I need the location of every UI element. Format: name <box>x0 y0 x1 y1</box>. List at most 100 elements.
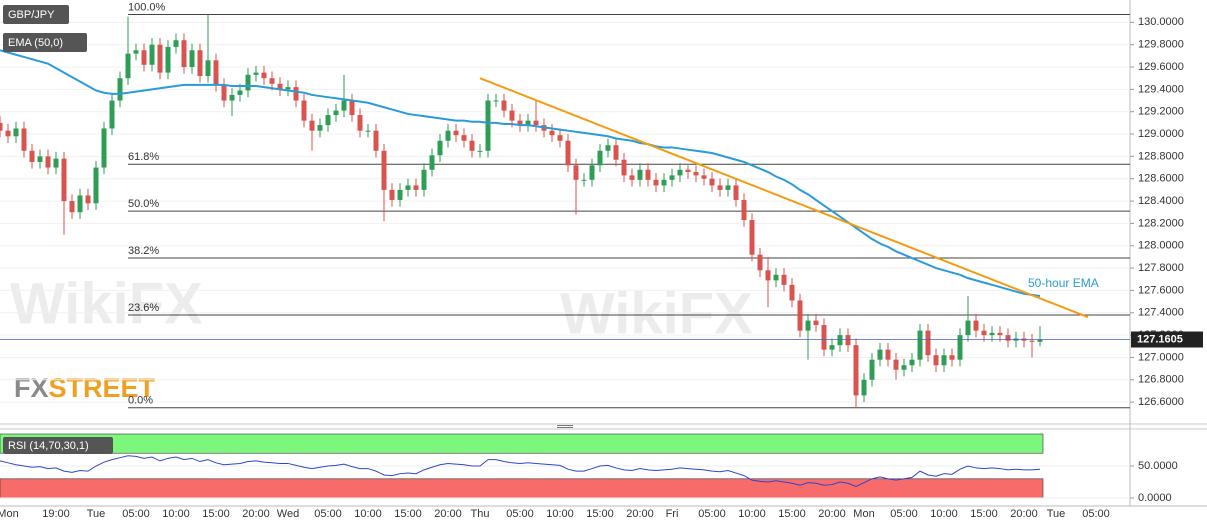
x-tick-label: 20:00 <box>626 508 654 520</box>
x-tick-label: 15:00 <box>586 508 614 520</box>
candle-body <box>957 335 963 360</box>
candle-body <box>525 120 531 126</box>
rsi-line <box>0 455 1041 488</box>
candle-body <box>133 50 139 54</box>
x-tick-label: 15:00 <box>202 508 230 520</box>
candle-body <box>141 50 147 65</box>
candle-body <box>997 332 1003 336</box>
candle-body <box>405 185 411 190</box>
candle-body <box>29 150 35 162</box>
candle-body <box>501 100 507 111</box>
y-tick-label: 128.4000 <box>1138 195 1184 207</box>
candle-body <box>13 128 19 137</box>
fib-label: 100.0% <box>128 1 166 13</box>
logo-part: STREET <box>49 373 156 403</box>
candle-body <box>69 201 75 213</box>
candle-body <box>461 135 467 141</box>
candle-body <box>757 254 763 271</box>
candle-body <box>581 179 587 181</box>
candle-body <box>261 72 267 79</box>
candle-body <box>109 100 115 129</box>
candle-body <box>789 284 795 301</box>
candle-body <box>613 145 619 160</box>
x-tick-label: 19:00 <box>42 508 70 520</box>
candle-body <box>805 320 811 331</box>
candle-body <box>45 156 51 168</box>
candle-body <box>829 345 835 350</box>
legend-box <box>3 5 69 24</box>
y-tick-label: 127.0000 <box>1138 351 1184 363</box>
candle-body <box>317 125 323 131</box>
candle-body <box>309 120 315 131</box>
candle-body <box>93 167 99 204</box>
y-tick-label: 129.0000 <box>1138 128 1184 140</box>
candle-body <box>493 100 499 102</box>
y-tick-label: 130.0000 <box>1138 16 1184 28</box>
candle-body <box>989 332 995 336</box>
watermark: WikiFX <box>560 281 753 346</box>
y-tick-label: 128.6000 <box>1138 173 1184 185</box>
x-tick-label: 05:00 <box>1082 508 1110 520</box>
candle-body <box>669 175 675 180</box>
candle-body <box>909 359 915 366</box>
candle-body <box>901 365 907 370</box>
candle-body <box>853 345 859 396</box>
candle-body <box>373 130 379 151</box>
candle-body <box>949 355 955 360</box>
rsi-y-tick-label: 50.0000 <box>1138 460 1178 472</box>
candle-body <box>221 84 227 101</box>
candle-body <box>861 379 867 396</box>
x-tick-label: 15:00 <box>394 508 422 520</box>
candle-body <box>973 320 979 331</box>
rsi-band <box>0 478 1044 499</box>
y-tick-label: 129.8000 <box>1138 39 1184 51</box>
candle-body <box>85 195 91 204</box>
candle-body <box>389 189 395 200</box>
candle-body <box>485 100 491 151</box>
candle-body <box>637 169 643 180</box>
x-tick-label: 20:00 <box>242 508 270 520</box>
y-tick-label: 128.2000 <box>1138 217 1184 229</box>
candle-body <box>605 145 611 151</box>
candle-body <box>421 169 427 190</box>
candle-body <box>1005 335 1011 341</box>
candle-body <box>589 165 595 180</box>
y-tick-label: 129.6000 <box>1138 61 1184 73</box>
candle-body <box>53 158 59 168</box>
resize-handle[interactable] <box>557 425 573 428</box>
rsi-y-tick-label: 0.0000 <box>1138 492 1172 504</box>
candle-body <box>517 120 523 126</box>
rsi-legend-box <box>3 437 113 454</box>
candle-body <box>981 330 987 336</box>
x-tick-label: 20:00 <box>434 508 462 520</box>
y-tick-label: 127.4000 <box>1138 307 1184 319</box>
candle-body <box>933 355 939 366</box>
x-tick-label: 05:00 <box>698 508 726 520</box>
candle-body <box>877 349 883 360</box>
x-tick-label: 10:00 <box>546 508 574 520</box>
candle-body <box>277 83 283 90</box>
x-tick-label: Tue <box>87 508 106 520</box>
fib-label: 50.0% <box>128 198 159 210</box>
candle-body <box>349 100 355 116</box>
candle-body <box>533 120 539 126</box>
candle-body <box>685 169 691 173</box>
y-tick-label: 129.2000 <box>1138 106 1184 118</box>
candle-body <box>301 100 307 121</box>
x-tick-label: 10:00 <box>738 508 766 520</box>
candle-body <box>149 44 155 65</box>
candle-body <box>741 199 747 221</box>
candle-body <box>413 185 419 190</box>
candle-body <box>229 94 235 101</box>
candle-body <box>469 140 475 151</box>
candle-body <box>893 359 899 370</box>
candle-body <box>621 159 627 176</box>
candle-body <box>245 74 251 91</box>
ema-line <box>0 49 1041 298</box>
candle-body <box>381 150 387 190</box>
x-tick-label: 10:00 <box>162 508 190 520</box>
candle-body <box>701 175 707 179</box>
x-tick-label: 15:00 <box>778 508 806 520</box>
x-tick-label: Mon <box>0 508 19 520</box>
fib-label: 38.2% <box>128 245 159 257</box>
